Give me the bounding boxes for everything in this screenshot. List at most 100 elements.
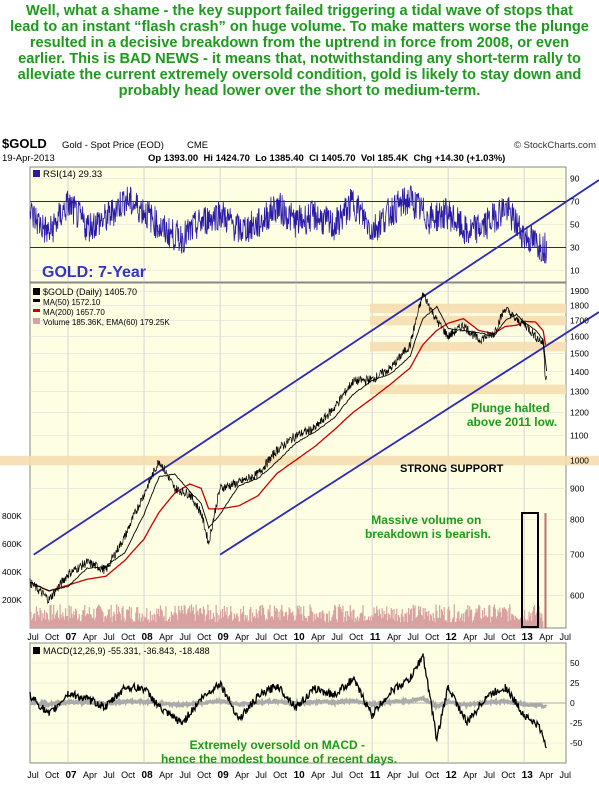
price-legend: $GOLD (Daily) 1405.70 bbox=[43, 287, 137, 297]
price-tick-label: 1900 bbox=[570, 286, 589, 296]
price-tick-label: 1200 bbox=[570, 407, 589, 417]
ma200-legend-swatch bbox=[33, 309, 40, 312]
chart-series bbox=[29, 185, 548, 749]
price-tick-label: 1800 bbox=[570, 300, 589, 310]
x-tick-label: Apr bbox=[83, 632, 97, 642]
x-tick-label: 07 bbox=[65, 632, 77, 643]
ma200-legend: MA(200) 1657.70 bbox=[43, 308, 105, 317]
price-line bbox=[29, 291, 548, 605]
x-tick-label: Jul bbox=[559, 632, 571, 642]
x-tick-label: Apr bbox=[311, 632, 325, 642]
price-tick-label: 1500 bbox=[570, 349, 589, 359]
x-tick-label: Jul bbox=[255, 632, 267, 642]
x-tick-label: Apr bbox=[159, 770, 173, 780]
rsi-tick-label: 10 bbox=[570, 266, 580, 276]
x-tick-label: Apr bbox=[463, 770, 477, 780]
support-bands bbox=[0, 303, 599, 466]
x-tick-label: Apr bbox=[235, 770, 249, 780]
rsi-tick-label: 50 bbox=[570, 220, 580, 230]
x-tick-label: Apr bbox=[311, 770, 325, 780]
x-tick-label: Jul bbox=[179, 770, 191, 780]
volume-annotation: Massive volume on breakdown is bearish. bbox=[365, 513, 491, 541]
rsi-tick-label: 30 bbox=[570, 243, 580, 253]
commentary-text: Well, what a shame - the key support fai… bbox=[10, 3, 589, 100]
support-band bbox=[0, 455, 599, 466]
volume-legend: Volume 185.36K, EMA(60) 179.25K bbox=[43, 318, 170, 327]
volume-tick-label: 200K bbox=[2, 595, 22, 605]
volume-tick-label: 400K bbox=[2, 567, 22, 577]
volume-tick-label: 800K bbox=[2, 511, 22, 521]
strong-support-label: STRONG SUPPORT bbox=[400, 463, 504, 475]
x-tick-label: Oct bbox=[273, 770, 288, 780]
x-tick-label: Jul bbox=[103, 632, 115, 642]
x-tick-label: 11 bbox=[370, 632, 381, 643]
x-tick-label: Jul bbox=[483, 632, 495, 642]
x-tick-label: Jul bbox=[407, 632, 419, 642]
macd-legend: MACD(12,26,9) -55.331, -36.843, -18.488 bbox=[43, 646, 210, 656]
x-tick-label: Oct bbox=[425, 770, 440, 780]
x-tick-label: 11 bbox=[370, 770, 381, 781]
support-band bbox=[370, 315, 566, 326]
x-tick-label: Apr bbox=[387, 632, 401, 642]
ma50-legend-swatch bbox=[33, 299, 40, 302]
macd-tick-label: -50 bbox=[570, 738, 583, 748]
x-tick-label: 08 bbox=[142, 770, 154, 781]
price-tick-label: 700 bbox=[570, 550, 584, 560]
x-tick-label: 10 bbox=[294, 770, 306, 781]
x-tick-label: Apr bbox=[463, 632, 477, 642]
x-tick-label: 10 bbox=[294, 632, 306, 643]
chart-symbol: $GOLD bbox=[2, 136, 47, 151]
x-tick-label: Jul bbox=[255, 770, 267, 780]
x-tick-label: 09 bbox=[218, 632, 230, 643]
chart-source: © StockCharts.com bbox=[514, 140, 596, 151]
axis-tick-labels: 10 30 50 70 90 600 700 800 900 1000 1100 1200 1300 14… bbox=[2, 174, 589, 782]
x-tick-label: Jul bbox=[179, 632, 191, 642]
chart-exchange: CME bbox=[187, 140, 208, 151]
volume-legend-swatch bbox=[33, 318, 40, 324]
x-tick-label: Oct bbox=[349, 632, 364, 642]
x-tick-label: Jul bbox=[331, 632, 343, 642]
macd-tick-label: 50 bbox=[570, 658, 580, 668]
price-tick-label: 1400 bbox=[570, 367, 589, 377]
x-tick-label: Jul bbox=[331, 770, 343, 780]
macd-line bbox=[29, 653, 547, 749]
macd-legend-swatch bbox=[33, 647, 40, 654]
price-tick-label: 800 bbox=[570, 514, 584, 524]
price-tick-label: 600 bbox=[570, 590, 584, 600]
x-tick-label: Jul bbox=[27, 770, 39, 780]
macd-tick-label: 0 bbox=[570, 698, 575, 708]
chart-date: 19-Apr-2013 bbox=[2, 153, 55, 164]
x-tick-label: Apr bbox=[235, 632, 249, 642]
rsi-tick-label: 70 bbox=[570, 197, 580, 207]
x-tick-label: Oct bbox=[197, 770, 212, 780]
rsi-line bbox=[29, 185, 548, 264]
x-tick-label: 12 bbox=[446, 632, 458, 643]
x-tick-label: 07 bbox=[65, 770, 77, 781]
x-tick-label: Apr bbox=[539, 770, 553, 780]
x-tick-label: Apr bbox=[159, 632, 173, 642]
ma200-line bbox=[29, 317, 547, 592]
rsi-legend: RSI(14) 29.33 bbox=[43, 169, 102, 180]
macd-annotation: Extremely oversold on MACD - hence the m… bbox=[161, 738, 397, 766]
chart-title: GOLD: 7-Year bbox=[42, 264, 146, 281]
x-tick-label: 09 bbox=[218, 770, 230, 781]
x-tick-label: Oct bbox=[501, 632, 516, 642]
macd-tick-label: 25 bbox=[570, 678, 580, 688]
x-tick-label: Jul bbox=[407, 770, 419, 780]
commentary-caption: Well, what a shame - the key support fai… bbox=[0, 0, 599, 136]
x-tick-label: 08 bbox=[142, 632, 154, 643]
x-tick-label: 12 bbox=[446, 770, 458, 781]
price-tick-label: 900 bbox=[570, 483, 584, 493]
price-tick-label: 1600 bbox=[570, 332, 589, 342]
macd-tick-label: -25 bbox=[570, 718, 583, 728]
price-legend-swatch bbox=[33, 288, 40, 295]
x-tick-label: Oct bbox=[273, 632, 288, 642]
x-tick-label: Oct bbox=[45, 632, 60, 642]
ma50-legend: MA(50) 1572.10 bbox=[43, 298, 101, 307]
x-tick-label: Jul bbox=[103, 770, 115, 780]
price-tick-label: 1300 bbox=[570, 386, 589, 396]
chart-description: Gold - Spot Price (EOD) bbox=[62, 140, 164, 151]
x-tick-label: Apr bbox=[83, 770, 97, 780]
x-tick-label: Oct bbox=[425, 632, 440, 642]
x-tick-label: 13 bbox=[522, 770, 534, 781]
